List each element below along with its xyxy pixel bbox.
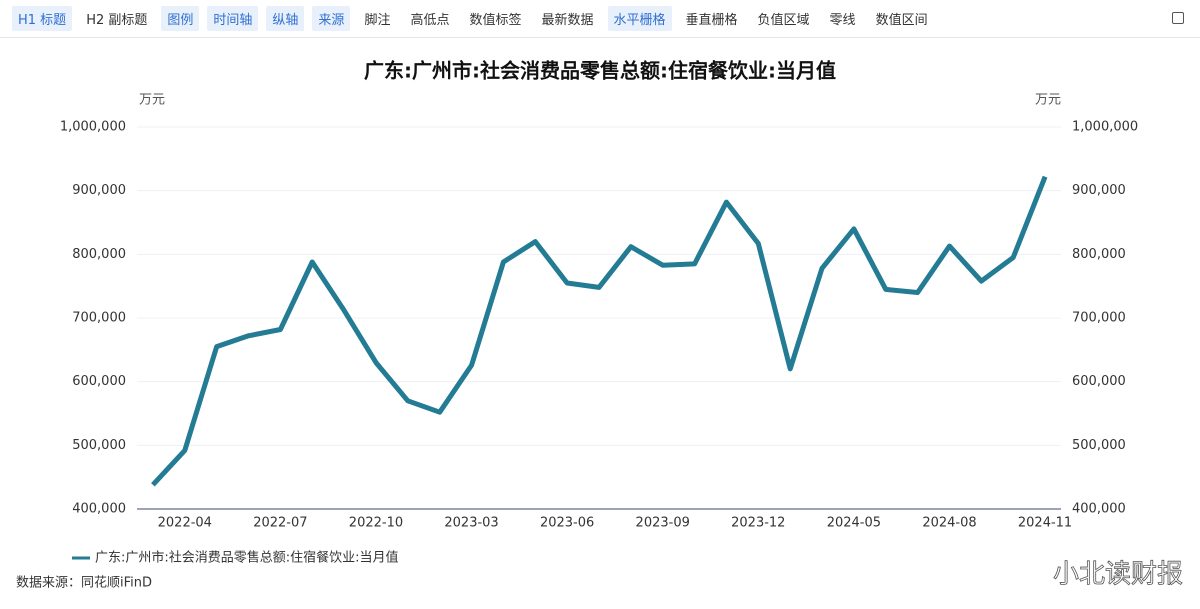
y-tick-label: 900,000 — [72, 183, 126, 198]
toolbar-button[interactable]: H2 副标题 — [86, 13, 148, 28]
x-tick-label: 2024-05 — [827, 516, 881, 531]
toolbar-button[interactable]: 来源 — [312, 6, 351, 31]
toolbar-button[interactable]: 脚注 — [364, 13, 391, 28]
x-tick-label: 2024-08 — [922, 516, 976, 531]
x-tick-label: 2023-03 — [444, 516, 498, 531]
x-tick-label: 2022-04 — [158, 516, 212, 531]
y2-unit: 万元 — [1035, 93, 1061, 108]
toolbar-button[interactable]: 水平栅格 — [607, 6, 672, 31]
y2-tick-label: 700,000 — [1072, 311, 1126, 326]
toolbar-button[interactable]: 图例 — [161, 6, 200, 31]
toolbar-button[interactable]: 时间轴 — [207, 6, 259, 31]
y-tick-label: 600,000 — [72, 374, 126, 389]
chart: 广东:广州市:社会消费品零售总额:住宿餐饮业:当月值 万元 万元 数据来源：同花… — [16, 59, 1183, 591]
toolbar-button[interactable]: H1 标题 — [12, 6, 73, 31]
y2-tick-label: 400,000 — [1072, 502, 1126, 517]
y2-tick-label: 1,000,000 — [1072, 120, 1138, 135]
y-tick-label: 1,000,000 — [60, 120, 126, 135]
toolbar-button[interactable]: 数值区间 — [875, 13, 928, 28]
toolbar: H1 标题 H2 副标题 图例 时间轴 纵轴 来源 脚注 高低点 数值标签 最新数据 水平栅格 垂直栅… — [0, 0, 1200, 38]
x-tick-label: 2023-09 — [636, 516, 690, 531]
x-tick-label: 2022-07 — [253, 516, 307, 531]
y-unit: 万元 — [139, 93, 165, 108]
x-tick-label: 2022-10 — [349, 516, 403, 531]
y2-tick-label: 500,000 — [1072, 438, 1126, 453]
y-tick-label: 700,000 — [72, 311, 126, 326]
x-tick-label: 2024-11 — [1018, 516, 1072, 531]
toolbar-button[interactable]: 最新数据 — [541, 13, 594, 28]
toolbar-button[interactable]: 垂直栅格 — [685, 13, 738, 28]
y-tick-label: 400,000 — [72, 502, 126, 517]
toolbar-button[interactable]: 高低点 — [410, 13, 450, 28]
x-tick-label: 2023-12 — [731, 516, 785, 531]
toolbar-button[interactable]: 负值区域 — [757, 13, 810, 28]
chart-title: 广东:广州市:社会消费品零售总额:住宿餐饮业:当月值 — [364, 59, 836, 83]
legend-label: 广东:广州市:社会消费品零售总额:住宿餐饮业:当月值 — [95, 550, 399, 566]
toolbar-button[interactable]: 零线 — [829, 13, 856, 28]
toolbar-button[interactable]: 数值标签 — [469, 13, 522, 28]
y2-tick-label: 900,000 — [1072, 183, 1126, 198]
x-tick-label: 2023-06 — [540, 516, 594, 531]
y2-tick-label: 800,000 — [1072, 247, 1126, 262]
expand-button[interactable] — [1172, 12, 1184, 24]
y-tick-label: 800,000 — [72, 247, 126, 262]
source: 数据来源：同花顺iFinD — [16, 575, 152, 591]
line — [151, 175, 1048, 487]
watermark: 小北读财报 — [1053, 560, 1183, 590]
toolbar-button[interactable]: 纵轴 — [266, 6, 305, 31]
y2-tick-label: 600,000 — [1072, 374, 1126, 389]
y-tick-label: 500,000 — [72, 438, 126, 453]
